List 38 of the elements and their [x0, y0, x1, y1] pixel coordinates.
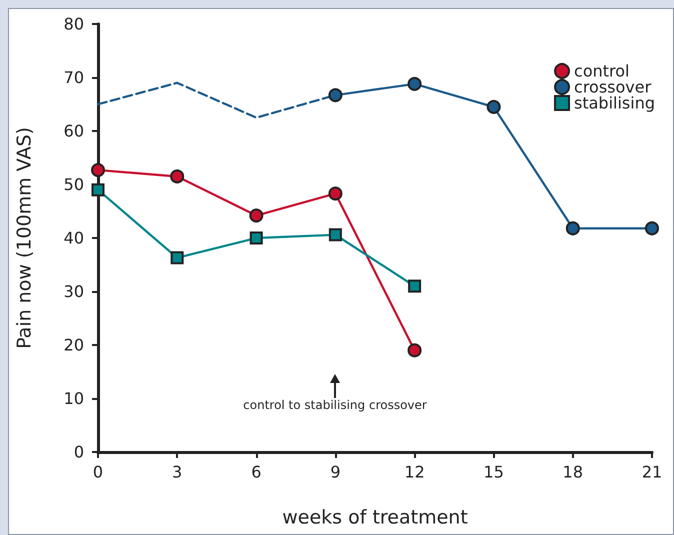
point: [249, 208, 264, 223]
point: [486, 100, 501, 114]
x-tick-label: 6: [251, 462, 262, 482]
y-tick-label: 50: [64, 175, 84, 194]
y-tick-label: 80: [64, 14, 84, 34]
legend-label: stabilising: [574, 94, 655, 112]
y-tick-label: 70: [64, 68, 84, 87]
x-tick-label: 3: [172, 462, 182, 482]
annotation: control to stabilising crossover: [243, 398, 427, 412]
x-tick-label: 18: [562, 462, 584, 482]
x-tick-label: 15: [484, 462, 504, 482]
y-tick-label: 40: [64, 228, 84, 248]
x-tick-label: 21: [642, 462, 662, 482]
legend-label: crossover: [574, 78, 652, 96]
x-tick-label: 12: [404, 462, 425, 482]
point: [408, 343, 422, 358]
x-axis-title: weeks of treatment: [282, 506, 468, 528]
y-tick-label: 30: [64, 282, 84, 301]
point: [170, 251, 184, 264]
point: [328, 228, 342, 242]
point: [408, 280, 422, 293]
x-tick-label: 0: [92, 462, 104, 482]
point: [91, 163, 105, 178]
point: [645, 221, 659, 236]
y-axis-title: Pain now (100mm VAS): [14, 127, 36, 349]
legend-label: control: [574, 62, 630, 80]
point: [566, 221, 580, 236]
y-tick-label: 20: [64, 336, 84, 354]
y-tick-label: 60: [64, 122, 84, 140]
point: [250, 232, 263, 244]
y-tick-label: 10: [64, 389, 84, 408]
y-tick-label: 0: [74, 442, 84, 462]
point: [170, 169, 184, 184]
point: [92, 183, 104, 196]
x-tick-label: 9: [330, 462, 341, 482]
point: [408, 76, 422, 91]
point: [328, 88, 342, 102]
point: [328, 186, 342, 201]
